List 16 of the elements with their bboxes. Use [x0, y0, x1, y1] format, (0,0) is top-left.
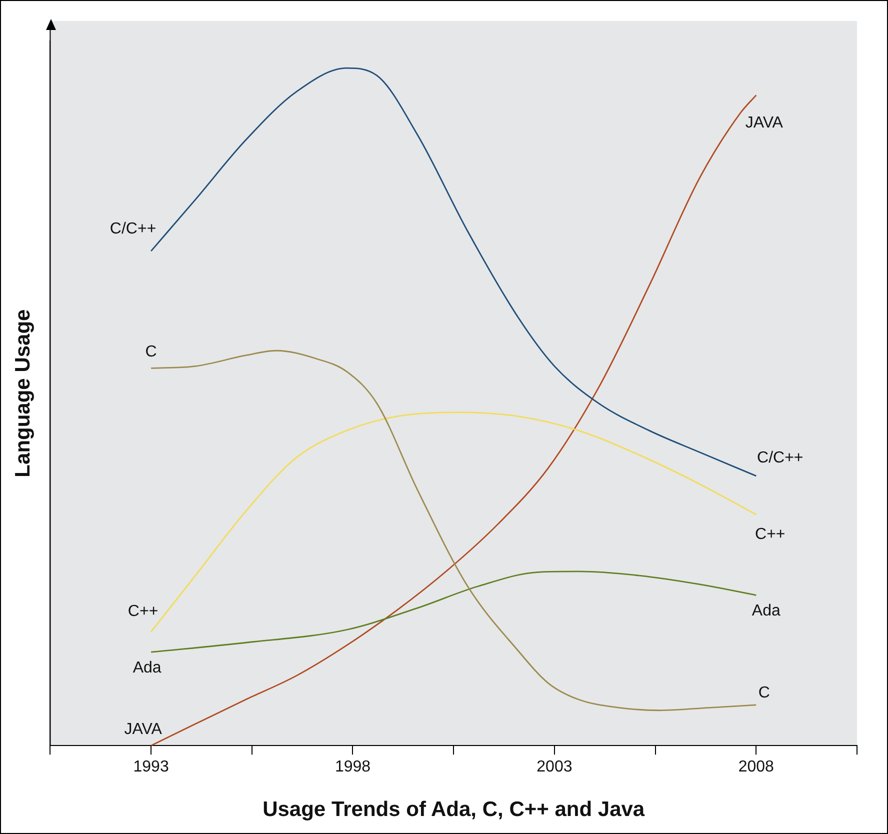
series-label: JAVA	[124, 721, 162, 738]
text: C	[145, 344, 157, 361]
x-tick-label: 1998	[334, 758, 371, 776]
x-tick-label: 1993	[133, 758, 169, 776]
text: Ada	[132, 660, 162, 677]
text: C/C++	[757, 449, 804, 466]
x-axis-title: Usage Trends of Ada, C, C++ and Java	[262, 798, 645, 822]
x-tick-label: 2008	[738, 758, 774, 776]
series-label: C	[758, 684, 770, 702]
x-tick-label: 2003	[536, 758, 572, 776]
series-label: C++	[128, 603, 158, 620]
y-axis-title: Language Usage	[11, 309, 34, 478]
text: JAVA	[745, 114, 783, 132]
text: C++	[755, 526, 786, 543]
series-label: Ada	[752, 602, 780, 620]
series-label: C/C++	[110, 220, 156, 238]
